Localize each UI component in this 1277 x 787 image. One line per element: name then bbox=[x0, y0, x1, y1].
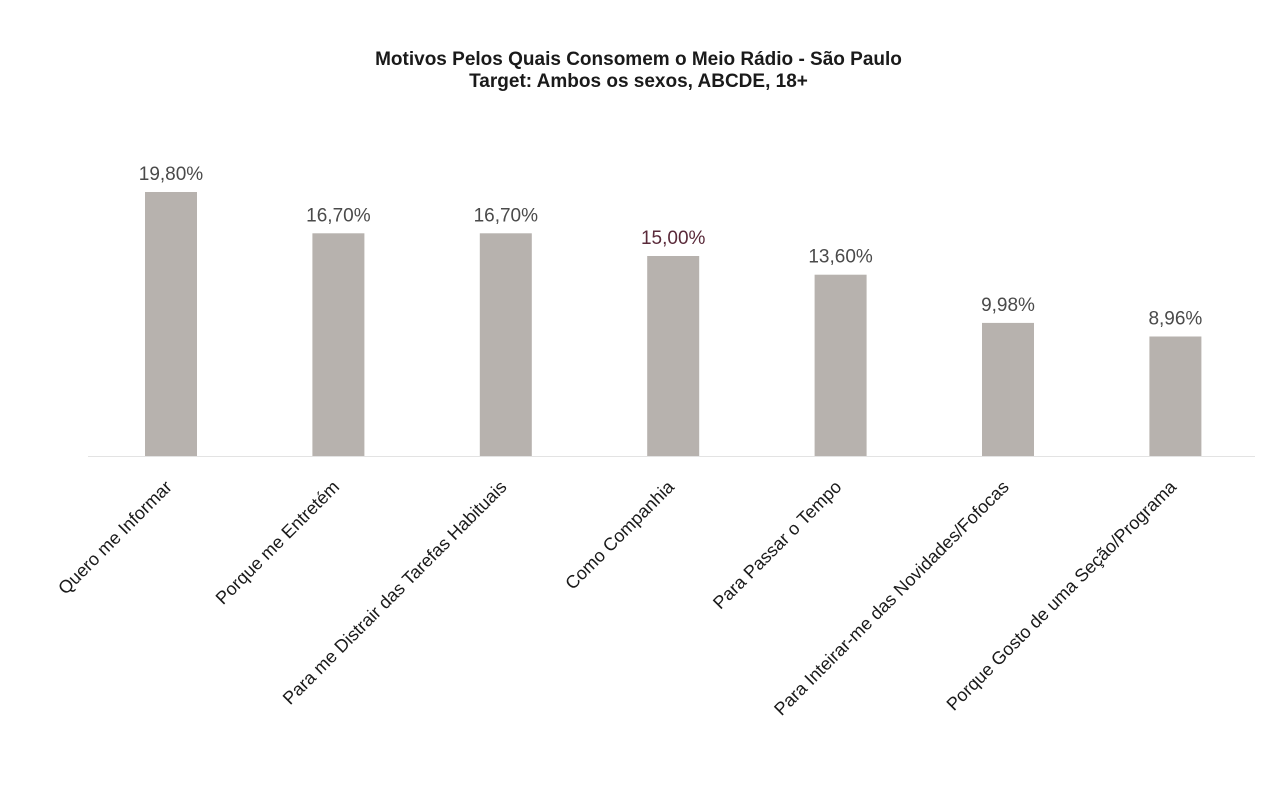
bar-0 bbox=[145, 192, 197, 456]
bar-5 bbox=[982, 322, 1034, 456]
bar-1 bbox=[312, 233, 365, 456]
chart-subtitle: Target: Ambos os sexos, ABCDE, 18+ bbox=[469, 71, 808, 92]
data-label-6: 8,96% bbox=[1148, 309, 1202, 330]
bar-6 bbox=[1149, 336, 1202, 456]
data-label-4: 13,60% bbox=[808, 247, 873, 268]
x-tick-label-3: Como Companhia bbox=[561, 476, 678, 593]
chart-title: Motivos Pelos Quais Consomem o Meio Rádi… bbox=[375, 49, 902, 70]
data-label-0: 19,80% bbox=[139, 164, 204, 185]
data-label-3: 15,00% bbox=[641, 228, 706, 249]
data-label-5: 9,98% bbox=[981, 295, 1035, 316]
data-label-1: 16,70% bbox=[306, 205, 371, 226]
data-label-2: 16,70% bbox=[474, 205, 539, 226]
x-tick-label-1: Porque me Entretém bbox=[212, 477, 344, 609]
bar-2 bbox=[479, 233, 532, 456]
x-tick-label-4: Para Passar o Tempo bbox=[709, 477, 845, 613]
bar-3 bbox=[647, 256, 700, 456]
bar-4 bbox=[814, 274, 867, 456]
x-tick-label-0: Quero me Informar bbox=[54, 477, 176, 599]
